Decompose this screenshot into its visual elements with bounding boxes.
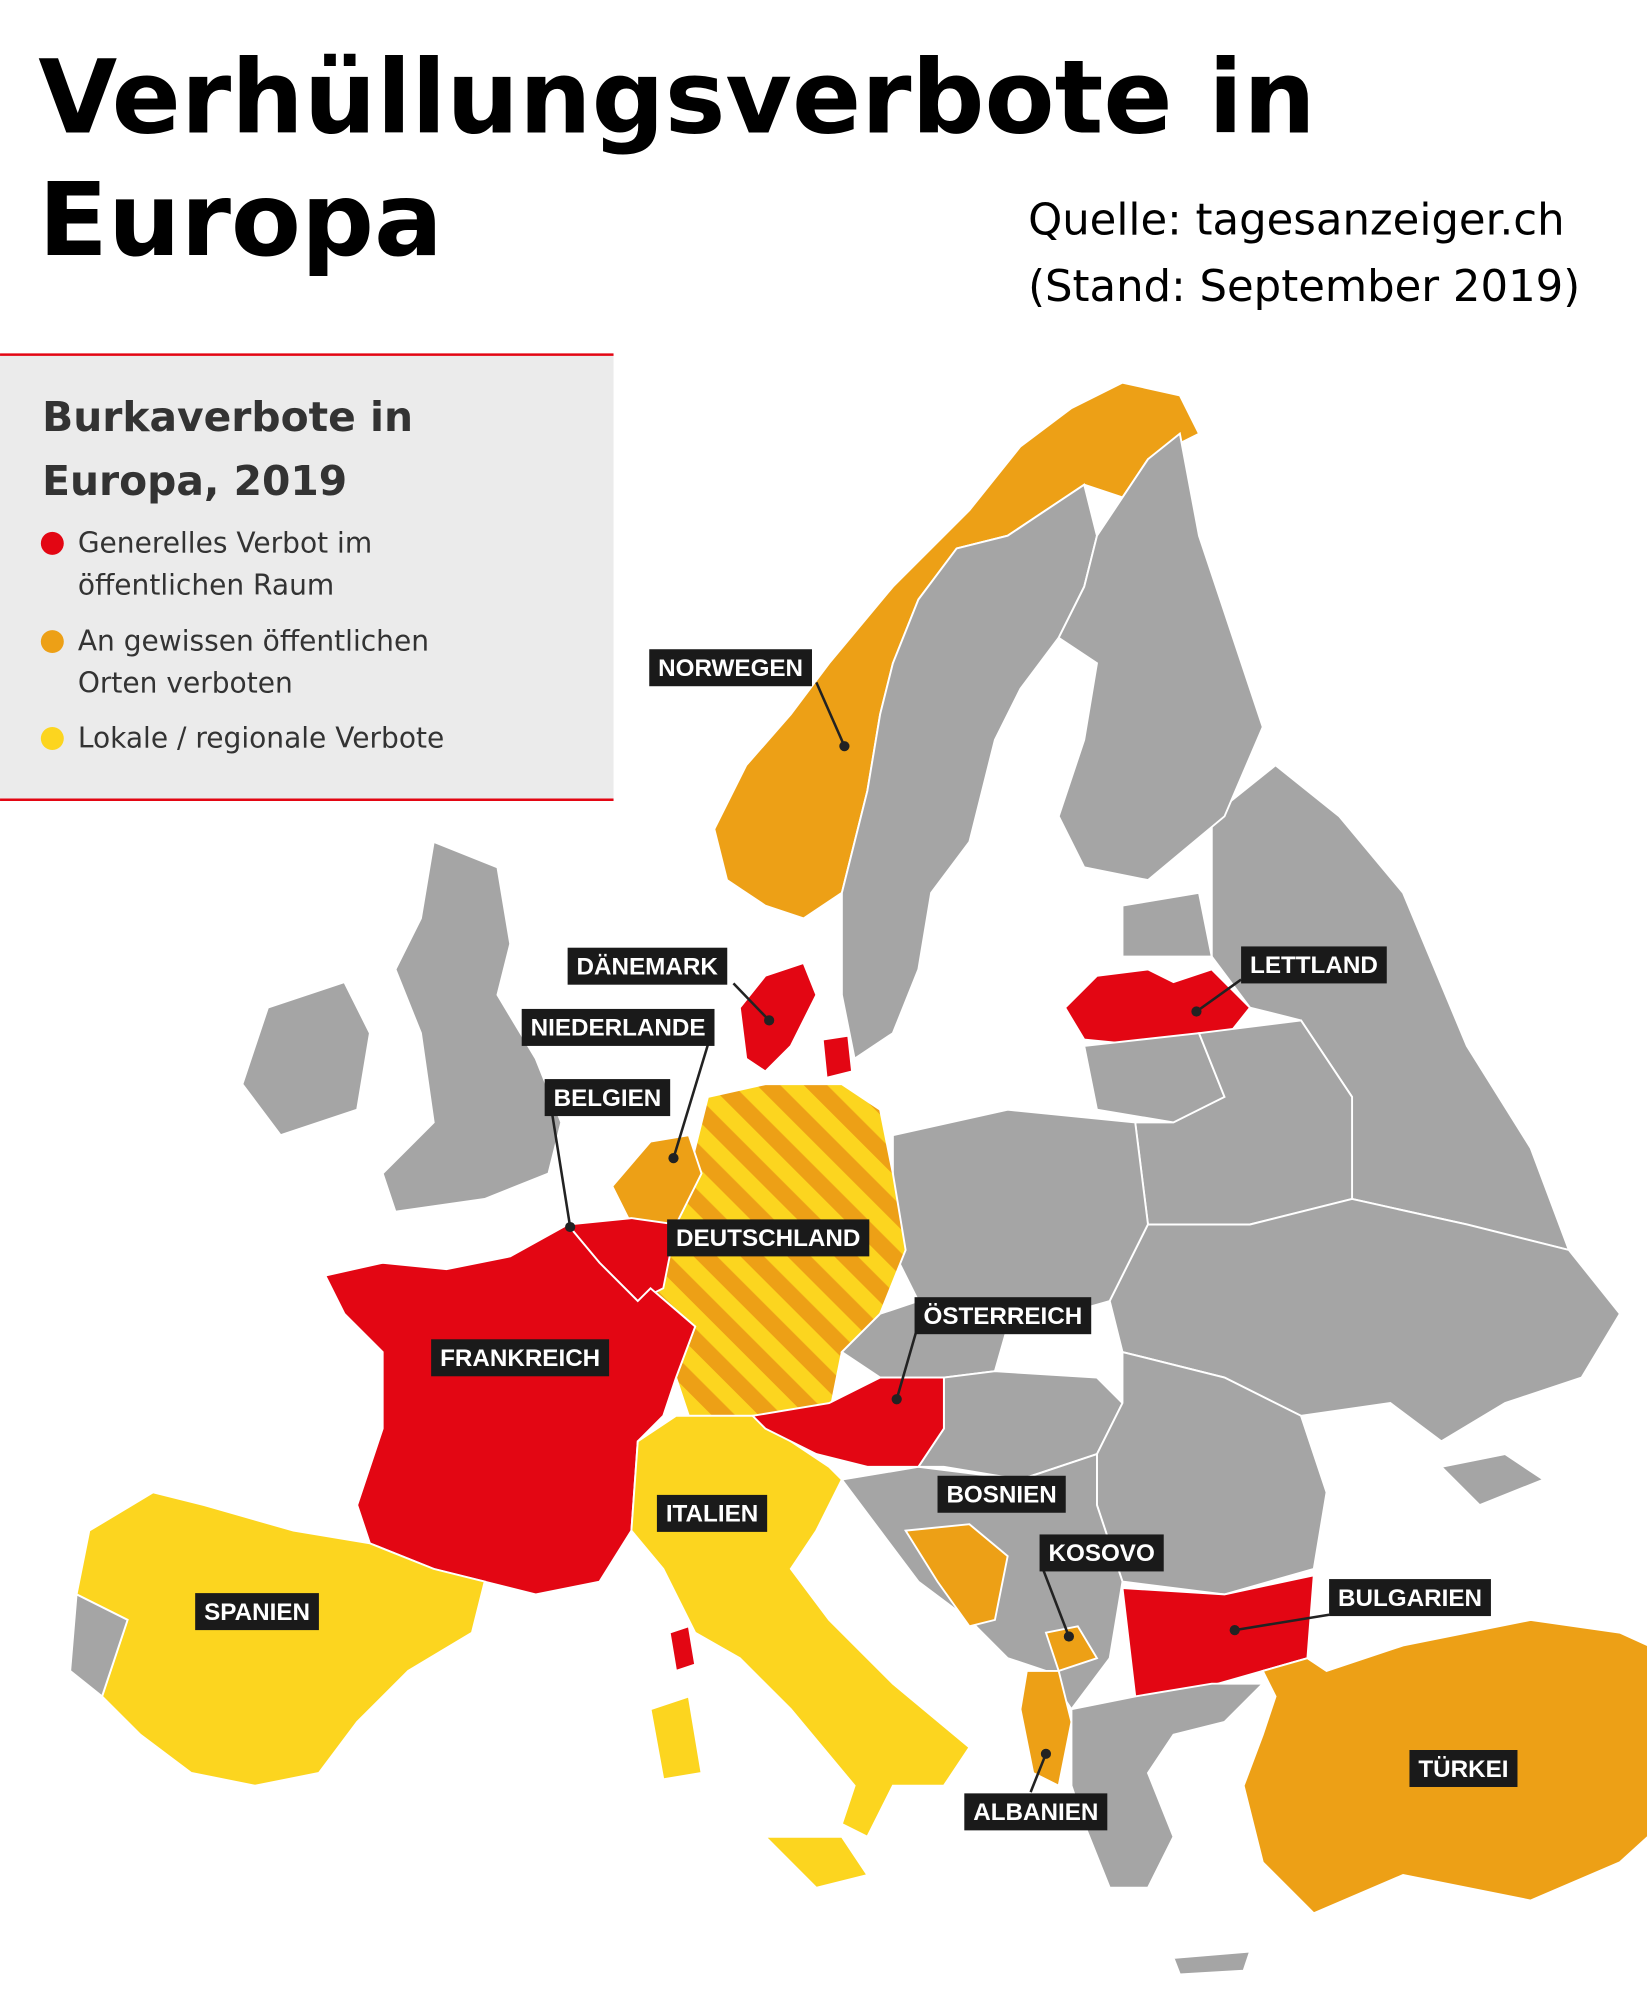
leader-dot [1229, 1625, 1240, 1636]
leader-line [815, 681, 846, 747]
denmark [738, 961, 818, 1073]
ireland [241, 980, 371, 1137]
estonia [1121, 891, 1213, 958]
legend-title: Burkaverbote in [42, 393, 413, 441]
title-block: Verhüllungsverbote in Europa [38, 39, 1315, 280]
leader-line [1234, 1613, 1330, 1632]
legend-title: Europa, 2019 [42, 457, 347, 505]
label-box [1039, 1534, 1164, 1572]
legend-box [0, 354, 614, 800]
leader-dot [565, 1221, 576, 1233]
uk [381, 840, 563, 1213]
country-label: FRANKREICH [440, 1345, 600, 1372]
denmark-islands [821, 1034, 854, 1080]
crimea [1439, 1453, 1546, 1507]
country-label: ALBANIEN [973, 1799, 1098, 1826]
leader-dot [1191, 1006, 1202, 1017]
leader-line [732, 982, 771, 1022]
legend-swatch [40, 630, 64, 654]
label-box [656, 1494, 768, 1532]
title-line: Verhüllungsverbote in [38, 39, 1315, 158]
sicily [763, 1835, 869, 1889]
country-label: ÖSTERREICH [923, 1303, 1082, 1330]
label-box [1329, 1579, 1491, 1617]
bosnia [904, 1523, 1009, 1628]
finland [1057, 431, 1264, 882]
label-box [195, 1593, 319, 1631]
albania [1019, 1669, 1073, 1788]
country-label: TÜRKEI [1418, 1756, 1508, 1783]
label-box [544, 1079, 671, 1117]
label-box [1241, 946, 1387, 984]
source-line: Quelle: tagesanzeiger.ch [1028, 196, 1565, 246]
sardinia [649, 1695, 703, 1781]
country-label: BELGIEN [554, 1085, 662, 1112]
leader-line [672, 1044, 710, 1159]
legend-label: Orten verboten [78, 667, 293, 700]
leader-dot [668, 1153, 679, 1164]
country-shapes [69, 381, 1648, 1976]
leader-line [1195, 978, 1242, 1013]
leader-dot [764, 1015, 775, 1026]
leader-dot [839, 741, 850, 752]
country-label: DÄNEMARK [577, 953, 719, 980]
corsica [668, 1625, 697, 1673]
label-box [649, 649, 812, 687]
leader-dot [1040, 1748, 1052, 1759]
label-box [937, 1475, 1066, 1513]
legend-label: öffentlichen Raum [78, 568, 334, 601]
country-label: BULGARIEN [1338, 1585, 1482, 1612]
country-labels: NORWEGEN DÄNEMARK NIEDERLANDE BELGIEN DEUTSC… [195, 649, 1518, 1831]
legend-swatch [40, 727, 64, 750]
source-line: (Stand: September 2019) [1028, 262, 1580, 312]
leader-dot [1063, 1631, 1074, 1642]
label-box [1409, 1750, 1518, 1787]
poland [891, 1108, 1149, 1328]
legend: Burkaverbote in Europa, 2019 Generelles … [0, 353, 614, 802]
country-label: BOSNIEN [946, 1482, 1056, 1509]
country-label: ITALIEN [666, 1501, 758, 1528]
label-box [667, 1219, 870, 1257]
label-box [914, 1297, 1092, 1335]
source: Quelle: tagesanzeiger.ch (Stand: Septemb… [1028, 196, 1580, 312]
leader-line [895, 1332, 918, 1400]
country-label: DEUTSCHLAND [676, 1225, 860, 1252]
kosovo [1044, 1625, 1099, 1673]
leader-line [1042, 1569, 1071, 1637]
portugal [69, 1592, 129, 1699]
leader-dot [891, 1394, 902, 1405]
label-box [431, 1339, 610, 1377]
legend-label: Generelles Verbot im [78, 526, 372, 559]
country-label: NORWEGEN [658, 655, 803, 682]
legend-label: Lokale / regionale Verbote [78, 721, 444, 754]
country-label: KOSOVO [1048, 1540, 1154, 1567]
greece [1070, 1682, 1266, 1889]
leader-line [1029, 1753, 1048, 1793]
legend-items: Generelles Verbot im öffentlichen Raum An … [40, 526, 444, 754]
title-line: Europa [38, 161, 443, 280]
crete [1172, 1950, 1252, 1976]
legend-label: An gewissen öffentlichen [78, 625, 429, 658]
country-label: NIEDERLANDE [531, 1015, 706, 1042]
label-box [521, 1008, 715, 1046]
leader-line [551, 1114, 572, 1228]
sweden [840, 483, 1098, 1061]
legend-swatch [40, 531, 64, 555]
label-box [964, 1793, 1108, 1831]
country-label: SPANIEN [204, 1599, 310, 1626]
label-box [567, 947, 728, 985]
country-label: LETTLAND [1250, 952, 1378, 979]
